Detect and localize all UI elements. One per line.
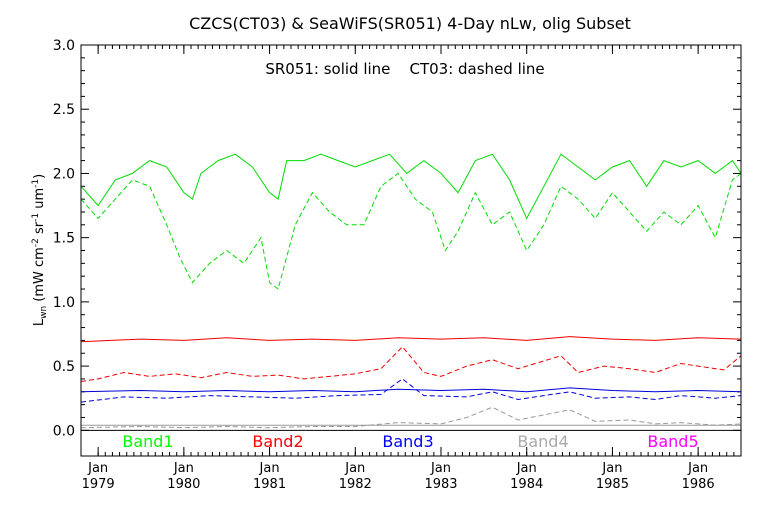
- series-band1-dashed: [80, 172, 742, 290]
- x-tick-month: Jan: [687, 461, 708, 476]
- x-tick-year: 1984: [510, 477, 543, 492]
- y-tick-label: 0.0: [53, 423, 75, 439]
- plot-series: [80, 153, 742, 431]
- x-tick-year: 1979: [82, 477, 115, 492]
- x-tick-year: 1981: [253, 477, 286, 492]
- y-tick-label: 1.5: [53, 231, 75, 247]
- band-label-3: Band3: [382, 432, 433, 451]
- x-tick-month: Jan: [516, 461, 537, 476]
- y-tick-label: 2.5: [53, 102, 75, 118]
- series-band2-dashed: [80, 346, 742, 382]
- x-tick-month: Jan: [344, 461, 365, 476]
- band-label-4: Band4: [517, 432, 568, 451]
- x-tick-year: 1983: [424, 477, 457, 492]
- series-band1-solid: [80, 153, 742, 220]
- y-axis-label: Lwn (mW cm-2 sr-1 um-1): [31, 174, 49, 326]
- svg-text:Lwn (mW cm-2 sr-1 um-1): Lwn (mW cm-2 sr-1 um-1): [31, 174, 49, 326]
- x-tick-month: Jan: [173, 461, 194, 476]
- x-tick-month: Jan: [430, 461, 451, 476]
- y-tick-label: 3.0: [53, 38, 75, 54]
- series-band3-dashed: [80, 378, 742, 403]
- band-label-1: Band1: [122, 432, 173, 451]
- plot-frame: [80, 44, 742, 457]
- x-tick-year: 1985: [596, 477, 629, 492]
- series-band2-solid: [80, 336, 742, 343]
- x-axis: Jan1979Jan1980Jan1981Jan1982Jan1983Jan19…: [82, 45, 742, 492]
- x-tick-year: 1982: [339, 477, 372, 492]
- band-label-5: Band5: [647, 432, 698, 451]
- band-label-2: Band2: [252, 432, 303, 451]
- x-tick-month: Jan: [87, 461, 108, 476]
- band-labels: Band1 Band2 Band3 Band4 Band5: [122, 432, 698, 451]
- series-band4-dashed: [80, 406, 742, 429]
- x-tick-year: 1980: [167, 477, 200, 492]
- y-tick-label: 1.0: [53, 295, 75, 311]
- x-tick-year: 1986: [682, 477, 715, 492]
- x-tick-month: Jan: [259, 461, 280, 476]
- y-tick-label: 0.5: [53, 359, 75, 375]
- chart-subtitle: SR051: solid line CT03: dashed line: [265, 60, 544, 78]
- chart-title: CZCS(CT03) & SeaWiFS(SR051) 4-Day nLw, o…: [189, 14, 631, 33]
- y-tick-label: 2.0: [53, 166, 75, 182]
- series-band3-solid: [80, 387, 742, 393]
- x-tick-month: Jan: [601, 461, 622, 476]
